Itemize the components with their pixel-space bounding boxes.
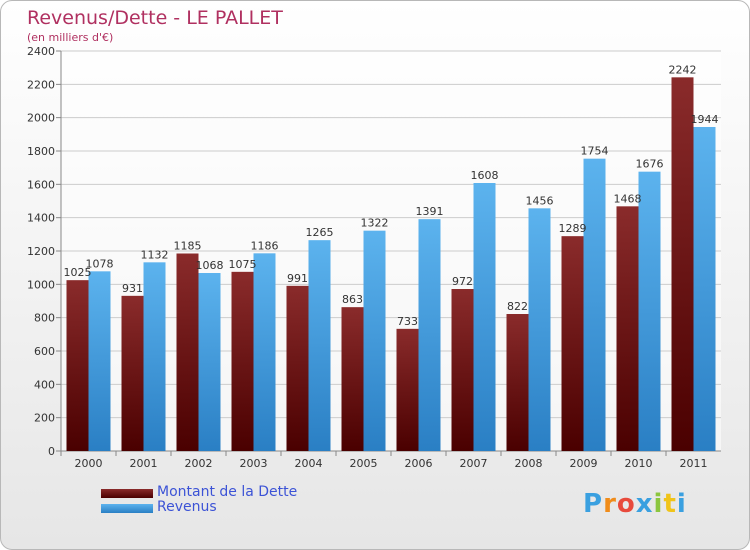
logo-letter: i — [653, 489, 664, 519]
bar-dette — [176, 253, 199, 451]
bar-revenus — [528, 208, 551, 451]
bar-dette — [671, 77, 694, 451]
y-tick-label: 2200 — [27, 78, 55, 91]
bar-dette — [506, 314, 529, 451]
data-label-revenus: 1944 — [691, 113, 719, 126]
data-label-revenus: 1265 — [306, 226, 334, 239]
data-label-revenus: 1078 — [86, 257, 114, 270]
chart-title: Revenus/Dette - LE PALLET — [27, 7, 283, 29]
logo-letter: r — [603, 489, 617, 519]
bar-revenus — [473, 183, 496, 451]
bar-revenus — [638, 171, 661, 451]
label-layer: 0 200 400 600 800 1000 1200 1400 1600 1800 2000 220… — [27, 45, 719, 470]
data-label-dette: 2242 — [669, 63, 697, 76]
bar-layer — [66, 77, 716, 451]
y-tick-label: 1000 — [27, 278, 55, 291]
y-tick-label: 2400 — [27, 45, 55, 58]
x-tick-label: 2002 — [185, 457, 213, 470]
y-tick-label: 1600 — [27, 178, 55, 191]
data-label-dette: 972 — [452, 275, 473, 288]
bar-revenus — [418, 219, 441, 451]
data-label-revenus: 1676 — [636, 158, 664, 171]
data-label-dette: 1025 — [64, 266, 92, 279]
bar-revenus — [583, 158, 606, 451]
bar-revenus — [143, 262, 166, 451]
legend-swatch-dette — [101, 489, 153, 498]
data-label-revenus: 1754 — [581, 145, 609, 158]
bar-dette — [231, 271, 254, 451]
logo-letter: t — [663, 489, 677, 519]
x-tick-label: 2005 — [350, 457, 378, 470]
proxiti-logo: Proxiti — [583, 489, 687, 519]
bar-dette — [396, 328, 419, 451]
legend-label-revenus: Revenus — [157, 499, 217, 515]
data-label-dette: 1185 — [174, 240, 202, 253]
bar-revenus — [363, 230, 386, 451]
chart-subtitle: (en milliers d'€) — [27, 31, 114, 44]
bar-revenus — [198, 273, 221, 451]
x-tick-label: 2011 — [680, 457, 708, 470]
y-tick-label: 0 — [48, 445, 55, 458]
data-label-dette: 1289 — [559, 222, 587, 235]
x-tick-label: 2010 — [625, 457, 653, 470]
bar-dette — [451, 289, 474, 451]
x-tick-label: 2006 — [405, 457, 433, 470]
y-tick-label: 1200 — [27, 245, 55, 258]
data-label-dette: 1468 — [614, 192, 642, 205]
data-label-dette: 822 — [507, 300, 528, 313]
legend-item-dette: Montant de la Dette — [101, 484, 401, 501]
data-label-revenus: 1068 — [196, 259, 224, 272]
bar-dette — [286, 285, 309, 451]
legend: Montant de la Dette Revenus — [101, 484, 401, 516]
legend-item-revenus: Revenus — [101, 499, 401, 516]
bar-revenus — [308, 240, 331, 451]
y-tick-label: 1800 — [27, 145, 55, 158]
data-label-dette: 931 — [122, 282, 143, 295]
grid-layer — [56, 50, 721, 456]
logo-letter: x — [635, 489, 654, 519]
data-label-revenus: 1132 — [141, 248, 169, 261]
bar-revenus — [253, 253, 276, 451]
legend-label-dette: Montant de la Dette — [157, 484, 298, 500]
x-tick-label: 2007 — [460, 457, 488, 470]
bar-dette — [561, 236, 584, 451]
logo-letter: o — [616, 489, 636, 519]
logo-letter: P — [583, 489, 604, 519]
legend-swatch-revenus — [101, 504, 153, 513]
bar-dette — [341, 307, 364, 451]
y-tick-label: 800 — [34, 312, 55, 325]
y-tick-label: 400 — [34, 378, 55, 391]
data-label-dette: 733 — [397, 315, 418, 328]
x-tick-label: 2001 — [130, 457, 158, 470]
data-label-revenus: 1186 — [251, 239, 279, 252]
bar-revenus — [88, 271, 111, 451]
data-label-dette: 991 — [287, 272, 308, 285]
y-tick-label: 2000 — [27, 112, 55, 125]
data-label-revenus: 1456 — [526, 194, 554, 207]
data-label-revenus: 1391 — [416, 205, 444, 218]
x-tick-label: 2009 — [570, 457, 598, 470]
x-tick-label: 2004 — [295, 457, 323, 470]
y-tick-label: 200 — [34, 412, 55, 425]
data-label-dette: 863 — [342, 293, 363, 306]
bar-dette — [121, 295, 144, 451]
x-tick-label: 2008 — [515, 457, 543, 470]
bar-dette — [66, 280, 89, 451]
x-tick-label: 2000 — [75, 457, 103, 470]
logo-letter: i — [676, 489, 687, 519]
x-tick-label: 2003 — [240, 457, 268, 470]
data-label-revenus: 1608 — [471, 169, 499, 182]
y-tick-label: 1400 — [27, 212, 55, 225]
data-label-dette: 1075 — [229, 258, 257, 271]
data-label-revenus: 1322 — [361, 217, 389, 230]
bar-revenus — [693, 127, 716, 451]
bar-dette — [616, 206, 639, 451]
y-tick-label: 600 — [34, 345, 55, 358]
